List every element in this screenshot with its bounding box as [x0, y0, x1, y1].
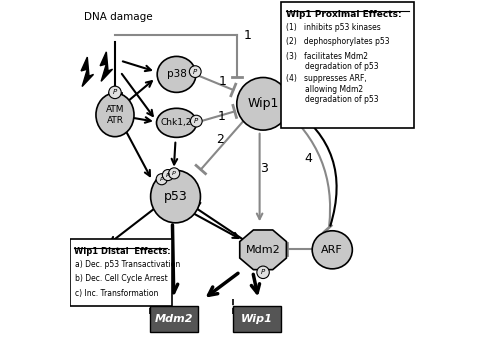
- Text: a) Dec. p53 Transactivation: a) Dec. p53 Transactivation: [75, 260, 180, 269]
- FancyBboxPatch shape: [233, 306, 281, 332]
- FancyBboxPatch shape: [150, 306, 198, 332]
- Text: Wip1: Wip1: [241, 314, 273, 324]
- Circle shape: [191, 115, 202, 127]
- FancyBboxPatch shape: [70, 239, 172, 306]
- Circle shape: [109, 86, 121, 99]
- Ellipse shape: [157, 56, 196, 92]
- Text: 1: 1: [243, 29, 252, 42]
- Ellipse shape: [312, 231, 352, 269]
- Text: Mdm2: Mdm2: [155, 314, 193, 324]
- Text: P: P: [172, 171, 176, 176]
- Text: (2)   dephosphorylates p53: (2) dephosphorylates p53: [286, 37, 390, 46]
- Text: P: P: [194, 118, 198, 124]
- Text: P: P: [113, 89, 117, 95]
- Circle shape: [162, 170, 174, 181]
- FancyBboxPatch shape: [281, 2, 414, 128]
- Text: b) Dec. Cell Cycle Arrest: b) Dec. Cell Cycle Arrest: [75, 274, 168, 283]
- Text: p38: p38: [167, 70, 187, 79]
- Text: ATM
ATR: ATM ATR: [106, 105, 124, 125]
- Polygon shape: [240, 230, 286, 270]
- Text: c) Inc. Transformation: c) Inc. Transformation: [75, 289, 158, 298]
- Text: Wip1: Wip1: [247, 97, 279, 110]
- Text: 4: 4: [305, 152, 312, 165]
- Text: Wip1 Distal  Effects:: Wip1 Distal Effects:: [74, 247, 171, 256]
- Text: P: P: [261, 269, 265, 275]
- Ellipse shape: [151, 170, 200, 223]
- Polygon shape: [81, 57, 93, 86]
- Text: 2: 2: [216, 133, 224, 146]
- Text: Mdm2: Mdm2: [246, 245, 280, 255]
- Text: p53: p53: [164, 190, 188, 203]
- Text: DNA damage: DNA damage: [84, 12, 153, 22]
- Text: (3)   facilitates Mdm2
        degradation of p53: (3) facilitates Mdm2 degradation of p53: [286, 52, 379, 71]
- Text: Wip1 Proximal Effects:: Wip1 Proximal Effects:: [286, 10, 401, 19]
- Ellipse shape: [156, 108, 197, 137]
- Polygon shape: [100, 52, 113, 81]
- Text: Chk1,2: Chk1,2: [161, 118, 192, 127]
- Circle shape: [190, 66, 201, 78]
- Text: 1: 1: [218, 75, 226, 88]
- Ellipse shape: [96, 93, 134, 137]
- Ellipse shape: [237, 78, 289, 130]
- Text: ARF: ARF: [321, 245, 343, 255]
- Text: P: P: [160, 177, 164, 182]
- Circle shape: [257, 266, 269, 279]
- Text: 1: 1: [218, 110, 226, 123]
- Text: 3: 3: [260, 162, 268, 175]
- Text: P: P: [193, 69, 197, 75]
- Text: (1)   inhibits p53 kinases: (1) inhibits p53 kinases: [286, 23, 381, 32]
- Circle shape: [156, 174, 167, 185]
- Text: (4)   suppresses ARF,
        allowing Mdm2
        degradation of p53: (4) suppresses ARF, allowing Mdm2 degrad…: [286, 74, 379, 104]
- Text: P: P: [166, 173, 170, 177]
- Circle shape: [169, 168, 180, 179]
